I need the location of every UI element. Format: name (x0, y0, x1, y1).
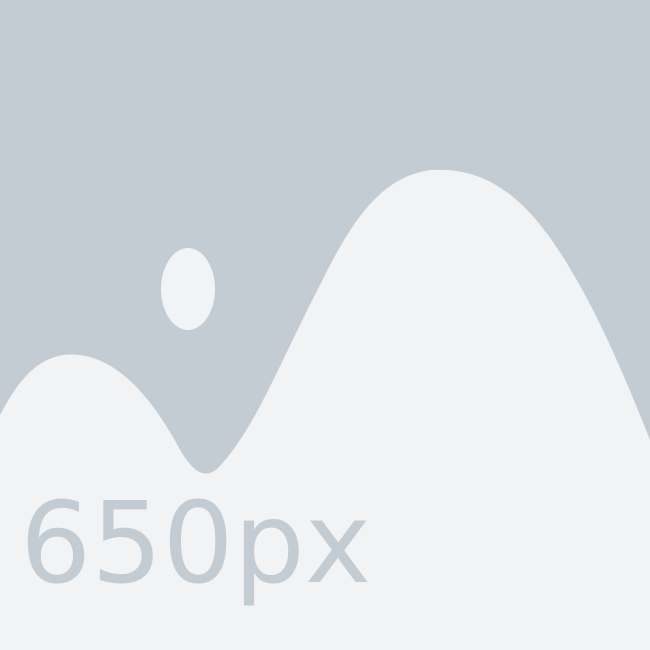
placeholder-size-label: 650px (20, 479, 372, 609)
sun-icon (161, 248, 215, 330)
mountain-icon (0, 169, 650, 650)
